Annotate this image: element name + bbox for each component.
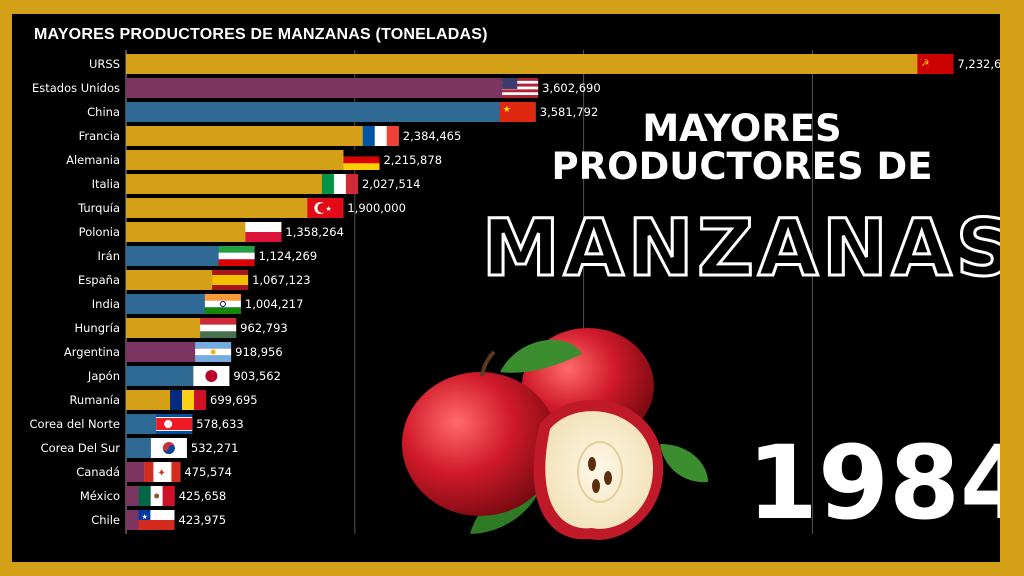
flag-icon-china: ★ [499,102,536,122]
category-label: Argentina [64,345,120,359]
category-label: Corea Del Sur [41,441,121,455]
value-label: 532,271 [191,441,239,455]
flag-icon-france [362,126,399,146]
flag-icon-japan [193,366,230,386]
year-label: 1984 [747,424,1000,543]
category-label: Polonia [79,225,120,239]
category-label: México [80,489,120,503]
chart-title: MAYORES PRODUCTORES DE MANZANAS (TONELAD… [34,26,488,43]
apple-core [577,441,623,503]
headline-big: MANZANAS [481,203,1001,296]
apple-seed [588,457,596,471]
category-label: Francia [79,129,120,143]
leaf-right [660,444,708,483]
svg-text:★: ★ [142,513,148,521]
value-label: 475,574 [184,465,232,479]
flag-icon-canada: ✦ [144,462,181,482]
bar [126,126,399,146]
value-label: 3,602,690 [542,81,601,95]
value-label: 918,956 [235,345,283,359]
headline-line-2: PRODUCTORES DE [551,145,933,188]
category-label: Italia [92,177,120,191]
flag-icon-romania [170,390,207,410]
flag-icon-turkey: ★ [307,198,344,218]
category-label: Irán [98,249,120,263]
value-label: 2,384,465 [403,129,462,143]
bar-chart: ☭ URSS 7,232,608 Estados Unidos 3,602,690 ★ Ch… [30,50,1000,534]
flag-icon-poland [245,222,282,242]
headline-line-1: MAYORES [642,107,842,150]
flag-icon-hungary [200,318,237,338]
svg-text:★: ★ [325,205,331,213]
svg-text:☭: ☭ [921,58,929,68]
category-label: Canadá [76,465,120,479]
svg-text:★: ★ [503,104,511,114]
svg-text:✦: ✦ [157,468,165,479]
category-label: Turquía [77,201,120,215]
value-label: 903,562 [233,369,281,383]
apple-half-flesh [545,411,653,529]
bar [126,174,358,194]
apple-stem [480,350,496,377]
value-label: 425,658 [179,489,227,503]
value-label: 2,215,878 [383,153,442,167]
flag-icon-chile: ★ [138,510,175,530]
category-label: Hungría [75,321,121,335]
value-label: 1,004,217 [245,297,304,311]
flag-icon-north-korea [156,414,193,434]
bar [126,54,954,74]
value-label: 699,695 [210,393,258,407]
flag-icon-mexico [138,486,175,506]
flag-icon-india [204,294,241,314]
flag-icon-argentina [195,342,232,362]
value-label: 3,581,792 [540,105,599,119]
value-label: 423,975 [179,513,227,527]
value-label: 1,067,123 [252,273,311,287]
category-label: Rumanía [69,393,120,407]
value-label: 1,124,269 [259,249,318,263]
value-label: 2,027,514 [362,177,421,191]
category-label: España [78,273,120,287]
category-label: Corea del Norte [30,417,121,431]
apple-seed [592,479,600,493]
chart-frame: MAYORES PRODUCTORES DE MANZANAS (TONELAD… [12,14,1000,562]
flag-icon-usa [502,78,539,98]
bar [126,198,344,218]
flag-icon-italy [321,174,358,194]
flag-icon-spain [212,270,249,290]
category-label: Japón [87,369,120,383]
headline: MAYORES PRODUCTORES DE [532,110,952,186]
bar [126,78,539,98]
apples-image [402,328,708,540]
flag-icon-germany [343,150,380,170]
value-label: 1,358,264 [285,225,344,239]
category-label: Alemania [66,153,120,167]
bar [126,102,536,122]
category-label: China [87,105,120,119]
bar [126,222,282,242]
apple-front [402,372,558,516]
flag-icon-ussr: ☭ [917,54,954,74]
bar [126,150,380,170]
category-label: Estados Unidos [32,81,120,95]
flag-icon-iran [218,246,255,266]
value-label: 1,900,000 [347,201,406,215]
apple-seed [604,471,612,485]
category-label: URSS [89,57,120,71]
value-label: 578,633 [196,417,244,431]
category-label: India [92,297,120,311]
flag-icon-south-korea [150,438,187,458]
leaf-top [500,339,582,373]
category-label: Chile [91,513,120,527]
value-label: 7,232,608 [957,57,1000,71]
value-label: 962,793 [240,321,288,335]
